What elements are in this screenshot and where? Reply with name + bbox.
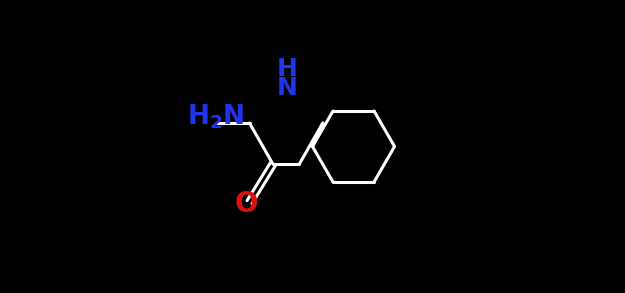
Text: N: N <box>277 76 298 100</box>
Text: H: H <box>277 57 298 81</box>
Text: $\mathregular{H_2N}$: $\mathregular{H_2N}$ <box>186 103 244 132</box>
Text: O: O <box>235 190 258 218</box>
